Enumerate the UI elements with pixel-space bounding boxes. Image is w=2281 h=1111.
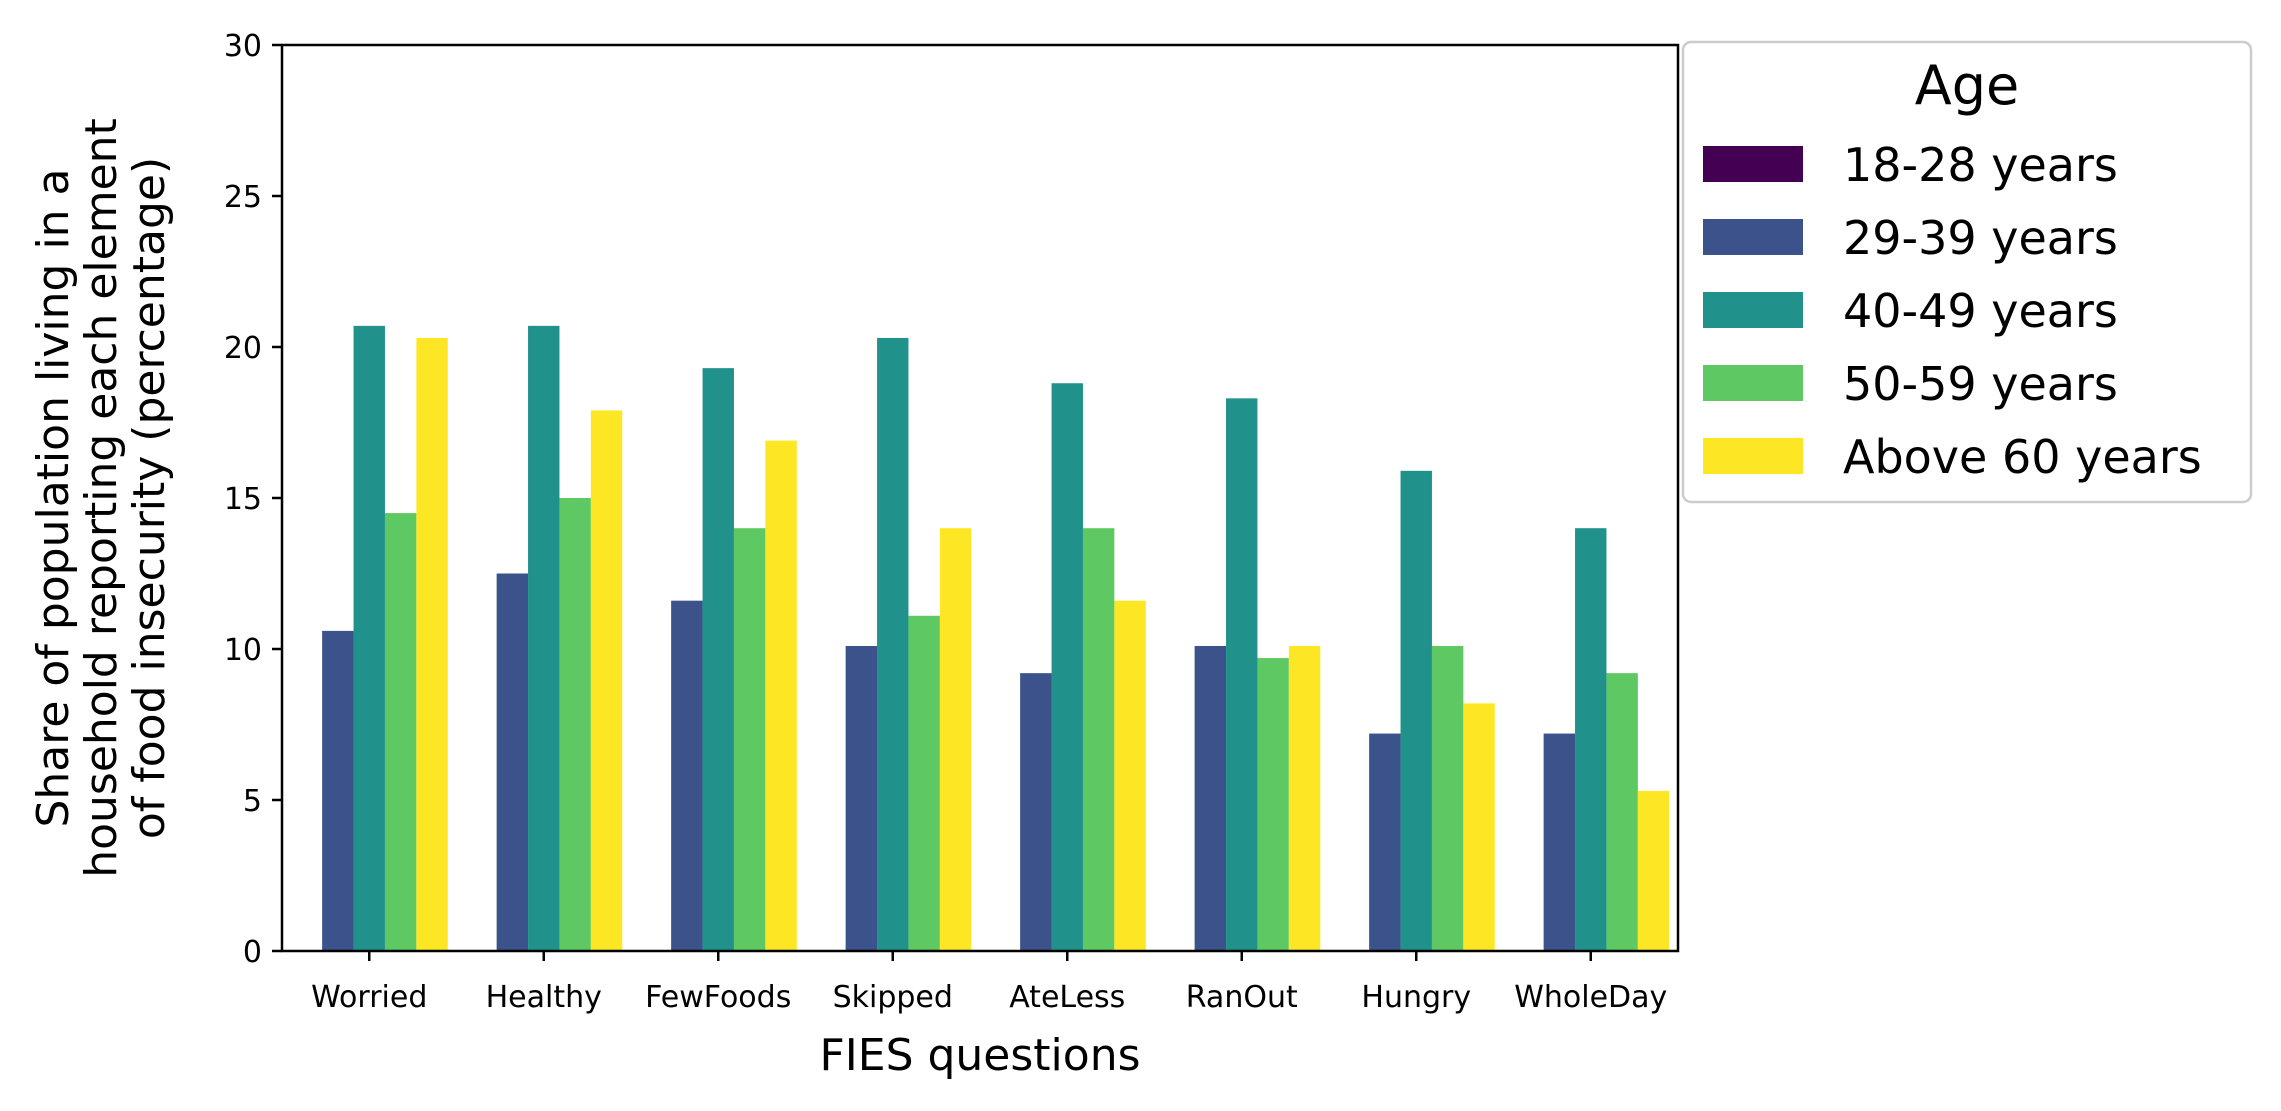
bar-wholeday-series-2: [1543, 733, 1576, 951]
legend-swatch: [1703, 146, 1803, 182]
bar-wholeday-series-5: [1637, 790, 1670, 951]
legend-swatch: [1703, 438, 1803, 474]
bar-healthy-series-3: [528, 325, 560, 951]
x-axis: Worried Healthy FewFoods Skipped AteLess RanO…: [311, 951, 1667, 1015]
legend-swatch: [1703, 365, 1803, 401]
bar-hungry-series-3: [1400, 470, 1432, 951]
bar-ateless-series-5: [1114, 600, 1146, 951]
y-tick-label: 15: [224, 482, 262, 517]
bar-hungry-series-4: [1431, 645, 1464, 951]
bar-fewfoods-series-3: [702, 368, 734, 951]
bar-ateless-series-4: [1082, 528, 1115, 951]
bar-ranout-series-4: [1257, 658, 1289, 951]
bar-wholeday-series-3: [1575, 528, 1607, 951]
bar-healthy-series-4: [559, 498, 591, 951]
legend-label: 50-59 years: [1843, 357, 2118, 411]
x-tick-label: Worried: [311, 980, 427, 1015]
x-axis-label: FIES questions: [819, 1030, 1140, 1081]
legend-frame: [1681, 40, 2253, 504]
bar-hungry-series-2: [1369, 733, 1401, 951]
x-tick-label: AteLess: [1009, 980, 1125, 1015]
bar-ranout-series-3: [1226, 398, 1258, 952]
legend-label: 40-49 years: [1843, 284, 2118, 338]
y-tick-label: 30: [224, 29, 262, 64]
bar-healthy-series-5: [590, 410, 623, 951]
bar-worried-series-3: [353, 325, 385, 951]
bar-ranout-series-2: [1194, 645, 1227, 951]
bar-ranout-series-5: [1288, 645, 1321, 951]
x-tick-label: Healthy: [486, 980, 602, 1015]
y-tick-label: 25: [224, 180, 262, 215]
legend-label: Above 60 years: [1843, 430, 2202, 484]
x-tick-label: FewFoods: [645, 980, 791, 1015]
y-axis: 0 5 10 15 20 25 30: [224, 29, 282, 970]
legend-label: 29-39 years: [1843, 211, 2118, 265]
y-tick-label: 10: [224, 633, 262, 668]
bar-fewfoods-series-5: [765, 440, 797, 951]
bar-worried-series-2: [322, 630, 354, 951]
y-tick-label: 5: [243, 784, 262, 819]
bar-skipped-series-5: [939, 528, 972, 951]
bar-ateless-series-3: [1051, 383, 1083, 951]
bar-ateless-series-2: [1020, 673, 1052, 951]
bar-worried-series-5: [416, 337, 448, 951]
bar-wholeday-series-4: [1606, 673, 1638, 951]
bar-hungry-series-5: [1463, 703, 1495, 951]
bars-layer: [322, 325, 1670, 952]
y-axis-label: Share of population living in a househol…: [28, 118, 175, 878]
y-tick-label: 20: [224, 331, 262, 366]
legend-title: Age: [1915, 54, 2019, 117]
legend-swatch: [1703, 219, 1803, 255]
legend: Age 18-28 years 29-39 years 40-49 years 50-…: [1681, 40, 2253, 504]
x-tick-label: Hungry: [1361, 980, 1471, 1015]
legend-items: 18-28 years 29-39 years 40-49 years 50-59 y…: [1703, 138, 2202, 484]
bar-skipped-series-3: [877, 337, 909, 951]
bar-skipped-series-4: [908, 615, 940, 951]
x-tick-label: WholeDay: [1514, 980, 1667, 1015]
bar-skipped-series-2: [845, 645, 878, 951]
bar-worried-series-4: [384, 513, 417, 951]
legend-label: 18-28 years: [1843, 138, 2118, 192]
y-tick-label: 0: [243, 935, 262, 970]
bar-healthy-series-2: [496, 573, 529, 951]
x-tick-label: Skipped: [833, 980, 953, 1015]
bar-fewfoods-series-2: [671, 600, 703, 951]
x-tick-label: RanOut: [1186, 980, 1298, 1015]
bar-fewfoods-series-4: [733, 528, 766, 951]
legend-swatch: [1703, 292, 1803, 328]
y-axis-label-line-2: household reporting each element: [76, 118, 127, 878]
y-axis-label-line-1: Share of population living in a: [28, 168, 79, 827]
y-axis-label-line-3: of food insecurity (percentage): [124, 157, 175, 839]
